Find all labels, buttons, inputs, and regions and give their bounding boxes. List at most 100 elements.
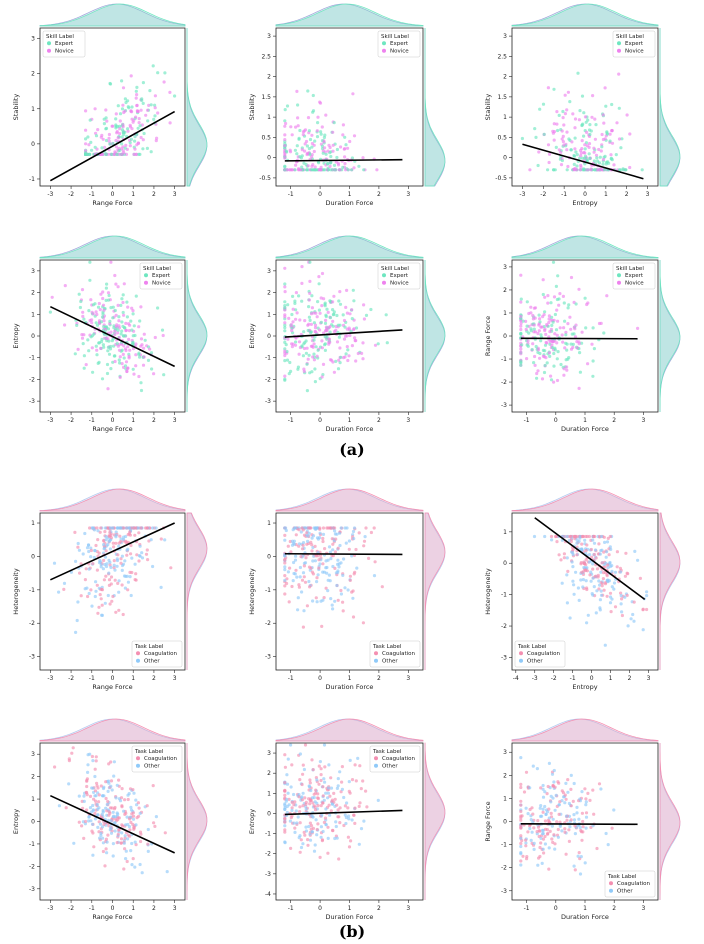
data-point [104, 837, 108, 841]
legend-title: Skill Label [381, 266, 409, 272]
data-point [318, 562, 322, 566]
data-point [334, 571, 338, 575]
data-point [121, 352, 125, 356]
data-point [532, 323, 536, 327]
data-point [329, 786, 334, 790]
data-point [555, 122, 559, 126]
data-point [344, 168, 348, 172]
data-point [102, 543, 106, 547]
data-point [548, 354, 552, 358]
data-point [560, 137, 564, 141]
data-point [552, 295, 557, 299]
data-point [542, 355, 546, 359]
data-point [344, 541, 348, 545]
y-tick-label: -3 [501, 654, 507, 661]
data-point [571, 112, 575, 116]
data-point [163, 831, 167, 835]
data-point [313, 139, 317, 143]
data-point [577, 118, 582, 122]
data-point [122, 809, 126, 813]
regression-line [49, 110, 176, 182]
data-point [569, 275, 574, 280]
data-point [548, 829, 552, 834]
legend-box [139, 262, 183, 290]
data-point [601, 113, 605, 117]
data-point [114, 610, 118, 614]
data-point [107, 813, 111, 817]
data-point [599, 593, 604, 597]
data-point [594, 556, 598, 560]
data-point [96, 305, 101, 309]
data-point [108, 602, 112, 606]
data-point [340, 787, 344, 792]
data-point [589, 579, 593, 583]
data-point [574, 570, 578, 574]
data-point [116, 303, 120, 307]
data-point [331, 526, 336, 530]
data-point [305, 151, 309, 155]
data-point [329, 154, 333, 159]
data-point [283, 584, 287, 588]
data-point [318, 526, 322, 530]
data-point [285, 168, 289, 172]
y-tick-label: 0 [31, 141, 35, 148]
data-point [168, 90, 172, 94]
data-point [575, 538, 579, 542]
data-point [104, 549, 108, 553]
data-point [362, 539, 367, 543]
data-point [580, 542, 584, 546]
data-point [373, 343, 378, 347]
data-point [591, 593, 595, 597]
data-point [134, 798, 138, 802]
data-point [283, 266, 287, 270]
data-point [533, 306, 538, 310]
data-point [351, 92, 355, 96]
data-point [57, 590, 61, 594]
data-point [306, 164, 310, 168]
data-point [340, 780, 344, 784]
data-point [122, 841, 126, 845]
y-tick-label: 1 [503, 795, 507, 802]
data-point [137, 351, 141, 355]
data-point [98, 836, 102, 840]
data-point [545, 361, 549, 365]
data-point [115, 342, 119, 346]
data-point [352, 134, 357, 138]
data-point [88, 794, 93, 799]
data-point [126, 345, 130, 349]
data-point [118, 534, 122, 538]
data-point [109, 831, 114, 835]
data-point [123, 586, 127, 590]
data-point [299, 555, 303, 559]
data-point [556, 274, 560, 278]
data-point [550, 837, 554, 841]
data-point [306, 539, 310, 544]
data-point [115, 557, 119, 561]
data-point [149, 538, 153, 542]
data-point [303, 142, 307, 146]
data-point [306, 534, 310, 538]
data-point [93, 794, 97, 798]
data-point [283, 765, 287, 769]
data-point [100, 337, 104, 341]
data-point [300, 165, 304, 169]
data-point [566, 90, 571, 94]
data-point [600, 584, 604, 588]
data-point [320, 304, 324, 308]
data-point [153, 114, 157, 118]
data-point [286, 757, 290, 761]
data-point [326, 168, 330, 172]
data-point [555, 308, 559, 312]
x-axis-label: Entropy [572, 199, 597, 207]
data-point [129, 319, 133, 323]
data-point [351, 596, 355, 600]
data-point [578, 872, 583, 876]
data-point [130, 117, 134, 121]
y-tick-label: -4 [265, 891, 271, 898]
data-point [338, 361, 342, 365]
data-point [344, 334, 348, 338]
data-point [549, 800, 553, 804]
data-point [115, 152, 119, 156]
data-point [149, 150, 153, 154]
data-point [90, 148, 94, 152]
